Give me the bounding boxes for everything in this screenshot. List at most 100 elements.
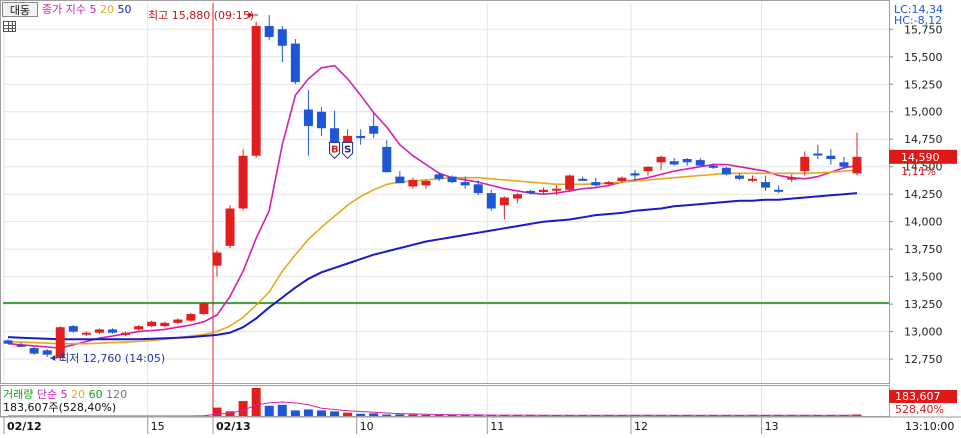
volume-title: 거래량 — [3, 388, 33, 401]
candle — [226, 205, 235, 248]
ma-period-5: 5 — [89, 3, 96, 16]
y-tick-label: 14,750 — [904, 133, 943, 146]
candle-body — [709, 166, 718, 168]
low-label: 최저 12,760 (14:05) — [59, 352, 165, 365]
y-tick-label: 12,750 — [904, 353, 943, 366]
candle-body — [291, 44, 300, 82]
candle-body — [657, 157, 666, 162]
volume-ma-20: 20 — [71, 388, 85, 401]
volume-bar — [265, 406, 274, 416]
candle — [69, 325, 78, 333]
candle-body — [199, 303, 208, 314]
volume-bar — [317, 410, 326, 416]
candle-body — [421, 181, 430, 185]
candle-body — [147, 322, 156, 326]
volume-ma-120: 120 — [106, 388, 127, 401]
candle-body — [487, 193, 496, 208]
marker-letter: S — [344, 144, 351, 155]
grid-icon[interactable] — [3, 21, 16, 32]
candle-body — [395, 177, 404, 184]
stock-name-button[interactable]: 대동 — [2, 2, 38, 17]
candle-body — [265, 26, 274, 37]
candle-body — [17, 345, 26, 347]
indicator-label: 종가 지수 — [42, 3, 86, 16]
candle-body — [108, 329, 117, 332]
candle-body — [591, 182, 600, 185]
candle-body — [761, 182, 770, 187]
candle-body — [30, 348, 39, 353]
candle-body — [526, 191, 535, 193]
ma-period-20: 20 — [100, 3, 114, 16]
candle-body — [252, 26, 261, 156]
candle-body — [800, 157, 809, 171]
candle-body — [578, 179, 587, 181]
y-tick-label: 13,500 — [904, 271, 943, 284]
x-tick-label: 02/13 — [216, 420, 251, 433]
volume-bar — [252, 388, 261, 416]
time-label: 13:10:00 — [905, 420, 954, 433]
y-tick-label: 14,000 — [904, 216, 943, 229]
candle-body — [826, 156, 835, 159]
current-volume: 183,607주(528,40%) — [3, 401, 116, 414]
candle-body — [696, 160, 705, 165]
candle-body — [69, 326, 78, 331]
y-tick-label: 13,750 — [904, 243, 943, 256]
x-tick-label: 15 — [151, 420, 165, 433]
candle — [186, 313, 195, 322]
last-change-label: 1,11% — [901, 165, 936, 178]
candle-body — [644, 167, 653, 171]
volume-bar — [304, 409, 313, 416]
candle-body — [513, 194, 522, 198]
candle-body — [186, 314, 195, 321]
indicator-legend: 종가 지수 5 20 50 — [42, 3, 131, 16]
candle — [252, 22, 261, 158]
candle-body — [787, 178, 796, 180]
candle — [199, 302, 208, 315]
candle-body — [226, 208, 235, 245]
candle-body — [4, 340, 13, 343]
candle-body — [121, 333, 130, 335]
volume-bar — [435, 415, 444, 416]
candle-body — [735, 176, 744, 179]
candle-body — [160, 323, 169, 326]
candle-body — [500, 197, 509, 205]
candle-body — [853, 157, 862, 173]
high-label: 최고 15,880 (09:15) — [148, 9, 254, 22]
y-tick-label: 14,250 — [904, 188, 943, 201]
candle-body — [617, 178, 626, 181]
y-tick-label: 15,500 — [904, 51, 943, 64]
candle-body — [448, 177, 457, 182]
hc-label: HC:-8,12 — [894, 14, 942, 27]
candle-body — [683, 159, 692, 162]
volume-bar — [291, 410, 300, 416]
candle-body — [774, 190, 783, 192]
candle-body — [435, 174, 444, 178]
volume-ma-5: 5 — [61, 388, 68, 401]
candle-body — [630, 173, 639, 175]
y-tick-label: 13,000 — [904, 326, 943, 339]
volume-ma-label: 단순 — [37, 388, 57, 401]
last-volume-label: 183,607 — [895, 390, 941, 403]
ma-period-50: 50 — [117, 3, 131, 16]
candle — [30, 347, 39, 355]
candle-body — [408, 180, 417, 187]
volume-legend: 거래량 단순 5 20 60 120 — [3, 388, 127, 401]
candle-body — [539, 190, 548, 192]
candle-body — [212, 252, 221, 265]
x-tick-label: 02/12 — [7, 420, 42, 433]
candle-body — [461, 182, 470, 185]
candle-body — [95, 329, 104, 332]
candle-body — [317, 112, 326, 128]
x-tick-label: 12 — [634, 420, 648, 433]
candle-body — [722, 168, 731, 175]
last-volume-pct: 528,40% — [895, 403, 944, 416]
x-tick-label: 13 — [765, 420, 779, 433]
candle-body — [670, 161, 679, 164]
y-tick-label: 15,250 — [904, 78, 943, 91]
x-tick-label: 10 — [360, 420, 374, 433]
candle-body — [239, 156, 248, 209]
y-tick-label: 15,000 — [904, 106, 943, 119]
